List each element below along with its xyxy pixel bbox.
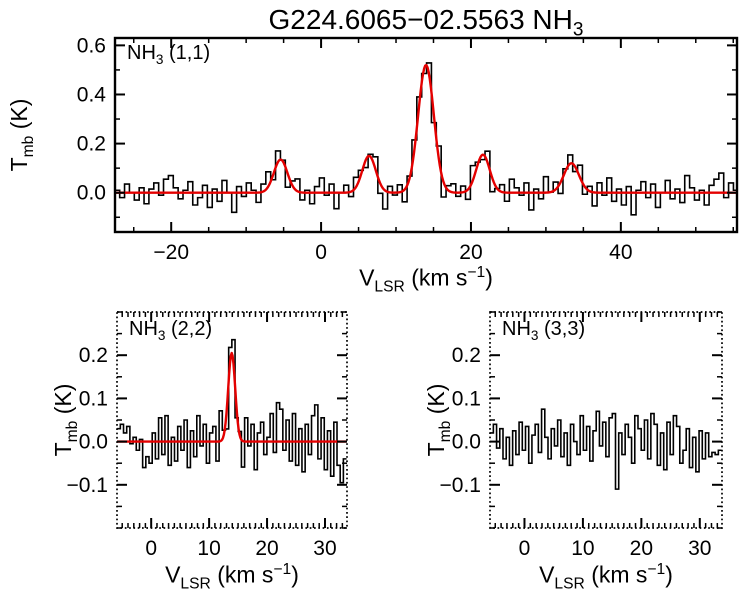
panel-label-main: NH: [127, 42, 156, 64]
figure-title: G224.6065−02.5563 NH3: [115, 4, 737, 42]
x-tick-label: 0: [315, 241, 327, 264]
panel-label-nh3-33: NH3 (3,3): [502, 318, 585, 343]
panel-label-sub: 3: [155, 52, 164, 67]
y-tick-label: −0.1: [67, 474, 108, 497]
xlabel-close: ): [665, 561, 673, 588]
x-axis-label-top: VLSR (km s−1): [115, 264, 737, 296]
x-tick-label: 20: [255, 537, 278, 560]
figure-title-main: G224.6065−02.5563 NH: [268, 4, 573, 35]
panel-frame: [113, 36, 739, 234]
y-tick-label: 0.1: [79, 387, 108, 410]
panel-label-nh3-22: NH3 (2,2): [129, 318, 212, 343]
y-tick-label: 0.2: [79, 344, 108, 367]
xlabel-subscript: LSR: [554, 575, 585, 593]
y-tick-label: 0.0: [452, 431, 481, 454]
xlabel-unit: (km s: [210, 561, 274, 588]
y-tick-label: 0.1: [452, 387, 481, 410]
xlabel-unit: (km s: [584, 561, 648, 588]
panel-label-main: NH: [129, 318, 158, 340]
ylabel-subscript: mb: [436, 420, 454, 443]
spectrum-panel-nh3-11: −20 0 20 40 0.0 0.2 0.4 0.6: [77, 34, 739, 264]
xlabel-symbol: V: [165, 561, 181, 588]
x-tick-label: 20: [459, 241, 482, 264]
x-tick-label: 40: [609, 241, 632, 264]
xlabel-exponent: −1: [467, 264, 486, 281]
figure-title-sub: 3: [572, 19, 584, 41]
x-tick-label: 10: [197, 537, 220, 560]
spectrum-panel-nh3-33: 0 10 20 30 −0.1 0.0 0.1 0.2: [440, 311, 723, 560]
spectrum-panel-nh3-22: 0 10 20 30 −0.1 0.0 0.1 0.2: [67, 311, 348, 560]
ylabel-subscript: mb: [19, 135, 37, 158]
xlabel-subscript: LSR: [180, 575, 211, 593]
xlabel-close: ): [485, 264, 493, 291]
y-tick-label: 0.2: [452, 344, 481, 367]
x-tick-label: 0: [519, 537, 531, 560]
panel-label-sub: 3: [530, 328, 539, 343]
gaussian-fit-line: [117, 351, 347, 443]
ylabel-unit: (K): [50, 383, 77, 421]
y-tick-label: −0.1: [440, 474, 481, 497]
panel-label-sub: 3: [157, 328, 166, 343]
ylabel-symbol: T: [50, 442, 77, 457]
gaussian-fit-line: [115, 63, 737, 194]
x-tick-label: 30: [313, 537, 336, 560]
panel-label-main: NH: [502, 318, 531, 340]
xlabel-close: ): [291, 561, 299, 588]
xlabel-subscript: LSR: [374, 278, 405, 296]
panel-label-post: (3,3): [538, 318, 586, 340]
xlabel-symbol: V: [359, 264, 375, 291]
y-axis-label-bottom-right: Tmb (K): [423, 384, 455, 457]
x-tick-label: 10: [571, 537, 594, 560]
y-tick-label: 0.2: [77, 133, 106, 156]
x-tick-label: 0: [145, 537, 157, 560]
y-tick-label: 0.0: [79, 431, 108, 454]
y-tick-label: 0.0: [77, 182, 106, 205]
panel-frame: [489, 311, 723, 529]
panel-label-nh3-11: NH3 (1,1): [127, 42, 210, 67]
y-axis-label-top: Tmb (K): [6, 99, 38, 172]
panel-label-post: (2,2): [165, 318, 213, 340]
spectrum-histogram: [117, 338, 347, 484]
panel-label-post: (1,1): [163, 42, 211, 64]
x-axis-label-bottom-left: VLSR (km s−1): [117, 561, 347, 593]
spectrum-histogram: [490, 408, 722, 490]
y-tick-label: 0.6: [77, 34, 106, 57]
x-tick-label: −20: [153, 241, 189, 264]
ylabel-unit: (K): [423, 383, 450, 421]
ylabel-subscript: mb: [63, 420, 81, 443]
y-axis-label-bottom-left: Tmb (K): [50, 384, 82, 457]
x-tick-label: 30: [688, 537, 711, 560]
y-tick-label: 0.4: [77, 83, 107, 106]
xlabel-unit: (km s: [404, 264, 468, 291]
xlabel-exponent: −1: [647, 561, 666, 578]
xlabel-symbol: V: [539, 561, 555, 588]
ylabel-unit: (K): [6, 98, 33, 136]
ylabel-symbol: T: [6, 157, 33, 172]
x-tick-label: 20: [630, 537, 653, 560]
ylabel-symbol: T: [423, 442, 450, 457]
x-axis-label-bottom-right: VLSR (km s−1): [490, 561, 722, 593]
xlabel-exponent: −1: [273, 561, 292, 578]
